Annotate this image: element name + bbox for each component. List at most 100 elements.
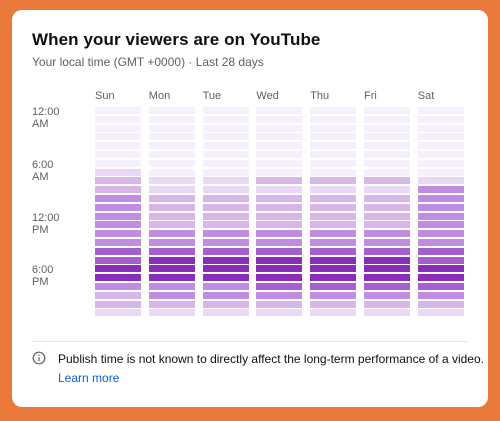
heatmap-cell-fri-2[interactable]: [364, 124, 410, 132]
heatmap-cell-sun-1[interactable]: [95, 115, 141, 123]
heatmap-cell-wed-17[interactable]: [256, 256, 303, 264]
heatmap-cell-thu-9[interactable]: [310, 186, 357, 194]
heatmap-cell-sun-11[interactable]: [95, 203, 141, 211]
heatmap-cell-sat-17[interactable]: [417, 256, 464, 264]
heatmap-cell-sat-20[interactable]: [417, 283, 464, 290]
heatmap-cell-wed-21[interactable]: [256, 291, 303, 299]
heatmap-cell-fri-18[interactable]: [364, 265, 410, 273]
heatmap-cell-thu-13[interactable]: [310, 221, 357, 229]
heatmap-cell-sat-13[interactable]: [417, 221, 464, 229]
heatmap-cell-sat-0[interactable]: [417, 107, 464, 114]
heatmap-cell-fri-13[interactable]: [364, 221, 410, 229]
heatmap-cell-mon-4[interactable]: [148, 142, 195, 150]
heatmap-cell-thu-5[interactable]: [310, 151, 357, 158]
heatmap-cell-sat-15[interactable]: [417, 239, 464, 246]
heatmap-cell-fri-1[interactable]: [364, 115, 410, 123]
heatmap-cell-mon-15[interactable]: [148, 239, 195, 246]
heatmap-cell-wed-19[interactable]: [256, 274, 303, 282]
heatmap-cell-sun-18[interactable]: [95, 265, 141, 273]
heatmap-cell-mon-16[interactable]: [148, 247, 195, 255]
heatmap-cell-sun-22[interactable]: [95, 300, 141, 308]
heatmap-cell-sun-12[interactable]: [95, 212, 141, 220]
heatmap-cell-thu-8[interactable]: [310, 177, 357, 185]
heatmap-cell-mon-3[interactable]: [148, 133, 195, 141]
heatmap-cell-sat-1[interactable]: [417, 115, 464, 123]
heatmap-cell-mon-20[interactable]: [148, 283, 195, 290]
heatmap-cell-thu-4[interactable]: [310, 142, 357, 150]
heatmap-cell-mon-23[interactable]: [148, 309, 195, 317]
heatmap-cell-mon-21[interactable]: [148, 291, 195, 299]
heatmap-cell-tue-7[interactable]: [202, 168, 249, 176]
heatmap-cell-thu-21[interactable]: [310, 291, 357, 299]
heatmap-cell-wed-15[interactable]: [256, 239, 303, 246]
heatmap-cell-tue-15[interactable]: [202, 239, 249, 246]
heatmap-cell-sat-11[interactable]: [417, 203, 464, 211]
heatmap-cell-thu-11[interactable]: [310, 203, 357, 211]
heatmap-cell-mon-14[interactable]: [148, 230, 195, 238]
heatmap-cell-fri-23[interactable]: [364, 309, 410, 317]
heatmap-cell-sat-4[interactable]: [417, 142, 464, 150]
heatmap-cell-fri-3[interactable]: [364, 133, 410, 141]
heatmap-cell-fri-9[interactable]: [364, 186, 410, 194]
heatmap-cell-fri-19[interactable]: [364, 274, 410, 282]
heatmap-cell-sat-12[interactable]: [417, 212, 464, 220]
heatmap-cell-tue-5[interactable]: [202, 151, 249, 158]
heatmap-cell-mon-9[interactable]: [148, 186, 195, 194]
heatmap-cell-mon-2[interactable]: [148, 124, 195, 132]
heatmap-cell-thu-10[interactable]: [310, 195, 357, 202]
heatmap-cell-wed-1[interactable]: [256, 115, 303, 123]
heatmap-cell-sun-7[interactable]: [95, 168, 141, 176]
heatmap-cell-tue-21[interactable]: [202, 291, 249, 299]
heatmap-cell-wed-9[interactable]: [256, 186, 303, 194]
heatmap-cell-thu-6[interactable]: [310, 159, 357, 167]
learn-more-link[interactable]: Learn more: [58, 371, 120, 385]
heatmap-cell-thu-20[interactable]: [310, 283, 357, 290]
heatmap-cell-sun-17[interactable]: [95, 256, 141, 264]
heatmap-cell-tue-19[interactable]: [202, 274, 249, 282]
heatmap-cell-tue-8[interactable]: [202, 177, 249, 185]
heatmap-cell-sun-15[interactable]: [95, 239, 141, 246]
heatmap-cell-sun-23[interactable]: [95, 309, 141, 317]
heatmap-cell-mon-13[interactable]: [148, 221, 195, 229]
heatmap-cell-wed-16[interactable]: [256, 247, 303, 255]
heatmap-cell-tue-23[interactable]: [202, 309, 249, 317]
heatmap-cell-wed-13[interactable]: [256, 221, 303, 229]
heatmap-cell-tue-18[interactable]: [202, 265, 249, 273]
heatmap-cell-thu-17[interactable]: [310, 256, 357, 264]
heatmap-cell-fri-5[interactable]: [364, 151, 410, 158]
heatmap-cell-sun-21[interactable]: [95, 291, 141, 299]
heatmap-cell-wed-6[interactable]: [256, 159, 303, 167]
heatmap-cell-wed-4[interactable]: [256, 142, 303, 150]
heatmap-cell-tue-4[interactable]: [202, 142, 249, 150]
heatmap-cell-mon-12[interactable]: [148, 212, 195, 220]
heatmap-cell-sun-2[interactable]: [95, 124, 141, 132]
heatmap-cell-sat-5[interactable]: [417, 151, 464, 158]
heatmap-cell-mon-5[interactable]: [148, 151, 195, 158]
heatmap-cell-tue-11[interactable]: [202, 203, 249, 211]
heatmap-cell-tue-13[interactable]: [202, 221, 249, 229]
heatmap-cell-mon-6[interactable]: [148, 159, 195, 167]
heatmap-cell-thu-3[interactable]: [310, 133, 357, 141]
heatmap-cell-sat-9[interactable]: [417, 186, 464, 194]
heatmap-cell-thu-7[interactable]: [310, 168, 357, 176]
heatmap-cell-sat-23[interactable]: [417, 309, 464, 317]
heatmap-cell-thu-22[interactable]: [310, 300, 357, 308]
heatmap-cell-mon-10[interactable]: [148, 195, 195, 202]
heatmap-cell-tue-17[interactable]: [202, 256, 249, 264]
heatmap-cell-thu-15[interactable]: [310, 239, 357, 246]
heatmap-cell-fri-8[interactable]: [364, 177, 410, 185]
heatmap-cell-fri-12[interactable]: [364, 212, 410, 220]
heatmap-cell-tue-10[interactable]: [202, 195, 249, 202]
heatmap-cell-sun-20[interactable]: [95, 283, 141, 290]
heatmap-cell-sun-4[interactable]: [95, 142, 141, 150]
heatmap-cell-thu-16[interactable]: [310, 247, 357, 255]
heatmap-cell-wed-8[interactable]: [256, 177, 303, 185]
heatmap-cell-sun-14[interactable]: [95, 230, 141, 238]
heatmap-cell-fri-16[interactable]: [364, 247, 410, 255]
heatmap-cell-wed-5[interactable]: [256, 151, 303, 158]
heatmap-cell-thu-0[interactable]: [310, 107, 357, 114]
heatmap-cell-thu-14[interactable]: [310, 230, 357, 238]
heatmap-cell-sat-19[interactable]: [417, 274, 464, 282]
heatmap-cell-wed-12[interactable]: [256, 212, 303, 220]
heatmap-cell-wed-10[interactable]: [256, 195, 303, 202]
